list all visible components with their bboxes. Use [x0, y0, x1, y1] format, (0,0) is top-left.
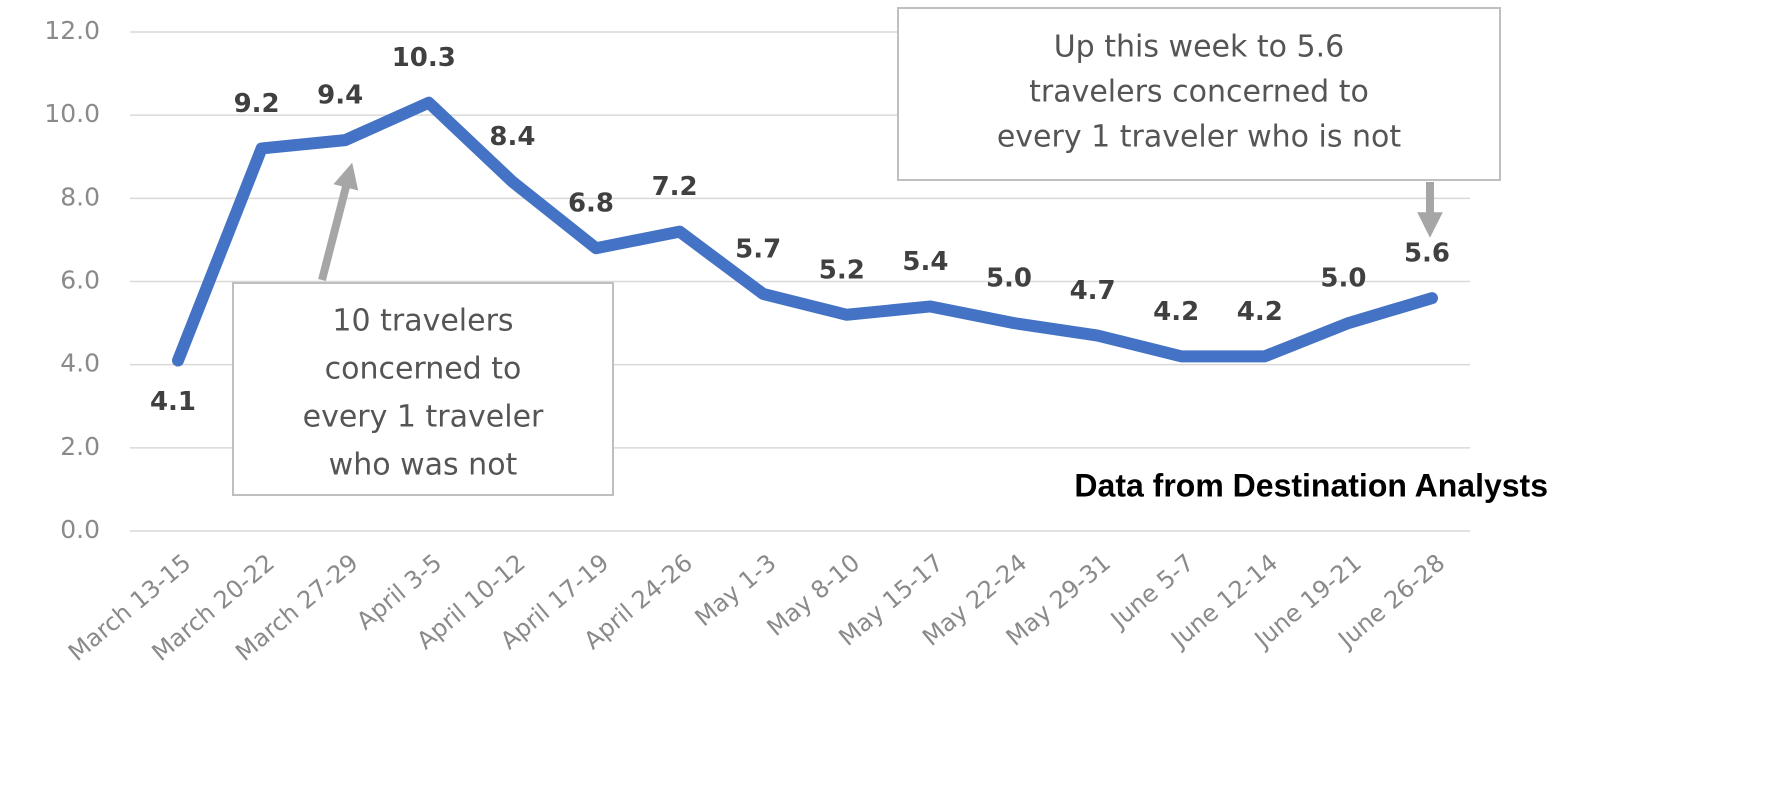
data-label: 9.4 — [317, 81, 363, 111]
y-tick-label: 10.0 — [44, 99, 100, 128]
data-label: 9.2 — [234, 89, 280, 119]
data-label: 4.7 — [1070, 276, 1116, 306]
arrow — [318, 162, 359, 281]
data-label: 5.6 — [1404, 239, 1450, 269]
annotation-box — [232, 282, 614, 496]
y-tick-label: 12.0 — [44, 16, 100, 45]
plot — [172, 96, 1438, 367]
y-tick-label: 8.0 — [60, 182, 100, 211]
annotation-text: 10 travelers — [332, 304, 513, 339]
labels: 4.1 9.2 9.4 10.3 8.4 6.8 7.2 5.7 5.2 5.4 5.0 4.7 4.2… — [150, 43, 1450, 417]
source: Data from Destination Analysts — [1074, 467, 1548, 503]
data-label: 5.0 — [986, 264, 1032, 294]
data-label: 5.4 — [902, 247, 948, 277]
annotation-text: concerned to — [325, 352, 522, 387]
y-tick-label: 0.0 — [60, 515, 100, 544]
data-label: 4.1 — [150, 387, 196, 417]
annotation-text: Up this week to 5.6 — [1054, 30, 1345, 65]
annotation-box — [897, 7, 1501, 181]
y-tick-label: 6.0 — [60, 266, 100, 295]
data-label: 8.4 — [489, 122, 535, 152]
data-label: 5.2 — [819, 255, 865, 285]
data-label: 7.2 — [652, 172, 698, 202]
data-label: 4.2 — [1153, 297, 1199, 327]
y-tick-label: 2.0 — [60, 432, 100, 461]
data-label: 5.7 — [735, 234, 781, 264]
y-tick-label: 4.0 — [60, 349, 100, 378]
data-label: 4.2 — [1237, 297, 1283, 327]
annotation-text: every 1 traveler who is not — [997, 120, 1402, 155]
data-label: 5.0 — [1320, 264, 1366, 294]
line — [172, 96, 1438, 367]
annotation-text: every 1 traveler — [303, 400, 544, 435]
data-label: 6.8 — [568, 189, 614, 219]
annotation-text: who was not — [329, 448, 518, 483]
data-label: 10.3 — [392, 43, 456, 73]
annotation-text: travelers concerned to — [1029, 75, 1369, 110]
